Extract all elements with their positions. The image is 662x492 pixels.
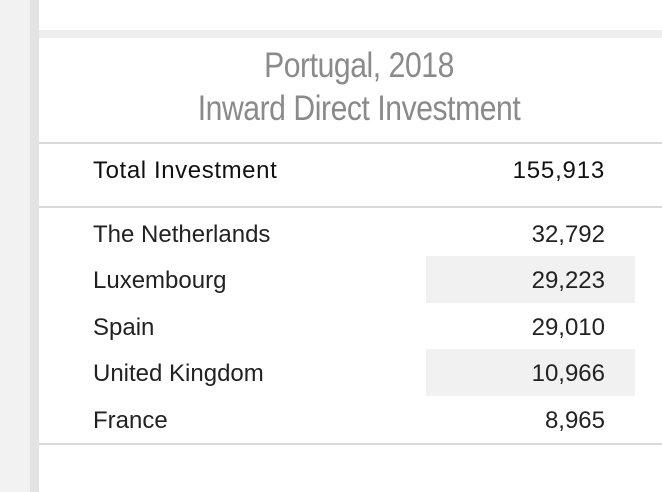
investment-value: 8,965 — [544, 407, 605, 434]
investment-value: 10,966 — [531, 360, 605, 387]
total-value: 155,913 — [512, 157, 605, 184]
table-row: Luxembourg 29,223 — [39, 256, 662, 303]
table-bottom-divider — [39, 443, 662, 445]
previous-card — [39, 0, 662, 30]
total-label: Total Investment — [93, 157, 278, 184]
value-cell-bg — [426, 349, 635, 396]
title-subject: Inward Direct Investment — [197, 89, 521, 128]
title-divider — [39, 142, 662, 144]
investment-value: 29,223 — [531, 267, 605, 294]
card-gap — [39, 30, 662, 38]
value-cell-bg — [426, 256, 635, 303]
table-title: Portugal, 2018 Inward Direct Investment — [84, 44, 634, 130]
investment-table-card: Portugal, 2018 Inward Direct Investment … — [39, 38, 662, 492]
country-name: The Netherlands — [93, 221, 271, 248]
left-rail-border — [30, 0, 39, 492]
country-name: Spain — [93, 314, 155, 341]
investment-value: 32,792 — [531, 221, 605, 248]
table-row: France 8,965 — [39, 396, 662, 443]
left-rail — [0, 0, 30, 492]
table-row: Spain 29,010 — [39, 303, 662, 350]
total-row: Total Investment 155,913 — [39, 144, 662, 194]
country-name: United Kingdom — [93, 360, 264, 387]
table-row: The Netherlands 32,792 — [39, 210, 662, 257]
total-divider — [39, 206, 662, 208]
title-country-year: Portugal, 2018 — [264, 46, 454, 85]
country-name: France — [93, 407, 168, 434]
table-row: United Kingdom 10,966 — [39, 349, 662, 396]
country-name: Luxembourg — [93, 267, 227, 294]
investment-value: 29,010 — [531, 314, 605, 341]
